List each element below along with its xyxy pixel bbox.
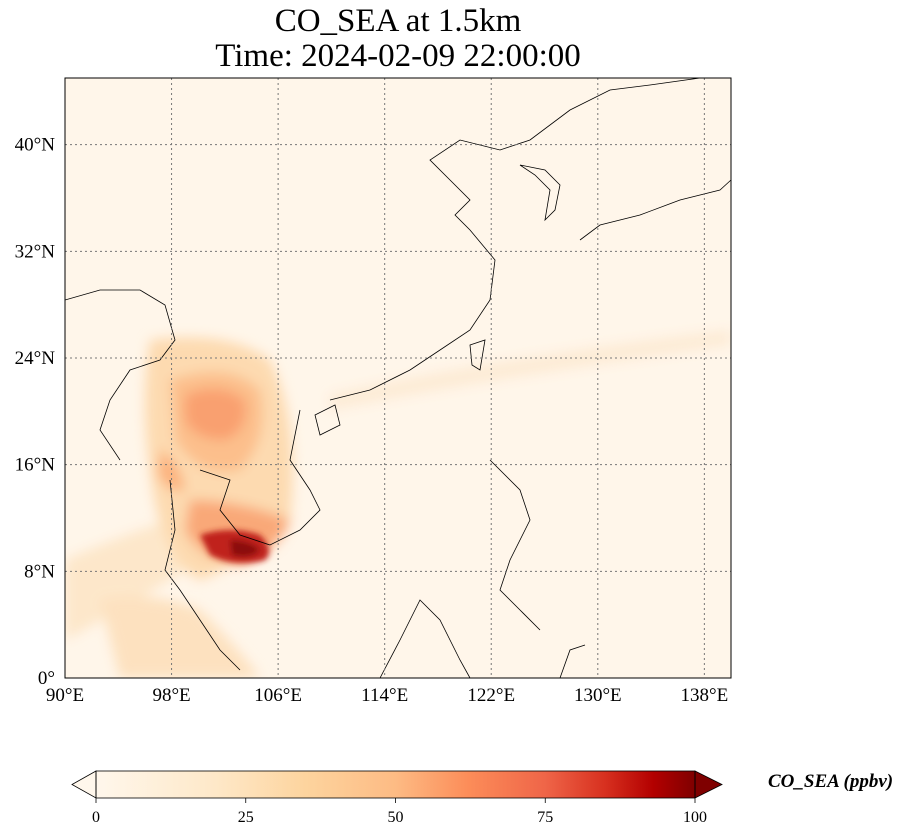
lon-tick-label: 106°E [254, 685, 302, 706]
title-line-2: Time: 2024-02-09 22:00:00 [215, 38, 581, 74]
colorbar-tick-label: 100 [683, 809, 707, 826]
lat-tick-label: 0° [38, 668, 55, 689]
lon-tick-label: 98°E [152, 685, 190, 706]
lat-tick-label: 16°N [15, 455, 56, 476]
lon-tick-label: 114°E [361, 685, 408, 706]
lat-tick-label: 8°N [24, 561, 55, 582]
colorbar-tick-label: 50 [388, 809, 404, 826]
colorbar-tick-label: 75 [537, 809, 553, 826]
colorbar-label: CO_SEA (ppbv) [768, 771, 894, 792]
colorbar-tick-label: 0 [92, 809, 100, 826]
lon-tick-label: 122°E [467, 685, 515, 706]
lon-tick-labels: 90°E 98°E 106°E 114°E 122°E 130°E 138°E [46, 685, 728, 706]
lat-tick-labels: 0° 8°N 16°N 24°N 32°N 40°N [15, 135, 56, 689]
colorbar: 0 25 50 75 100 [71, 770, 723, 826]
lat-tick-label: 40°N [15, 135, 56, 156]
gridlines [65, 78, 731, 678]
chart-title: CO_SEA at 1.5km Time: 2024-02-09 22:00:0… [0, 4, 796, 74]
lat-tick-label: 24°N [15, 348, 56, 369]
colorbar-gradient [96, 771, 695, 798]
colorbar-under-arrow [71, 770, 97, 799]
lon-tick-label: 90°E [46, 685, 84, 706]
concentration-field [65, 330, 731, 678]
colorbar-tick-label: 25 [238, 809, 254, 826]
lon-tick-label: 138°E [681, 685, 729, 706]
title-line-1: CO_SEA at 1.5km [274, 3, 522, 39]
lon-tick-label: 130°E [574, 685, 622, 706]
lat-tick-label: 32°N [15, 241, 56, 262]
colorbar-ticks: 0 25 50 75 100 [92, 798, 707, 826]
map-frame [64, 77, 732, 679]
coastlines [65, 78, 731, 678]
colorbar-over-arrow [694, 770, 723, 799]
